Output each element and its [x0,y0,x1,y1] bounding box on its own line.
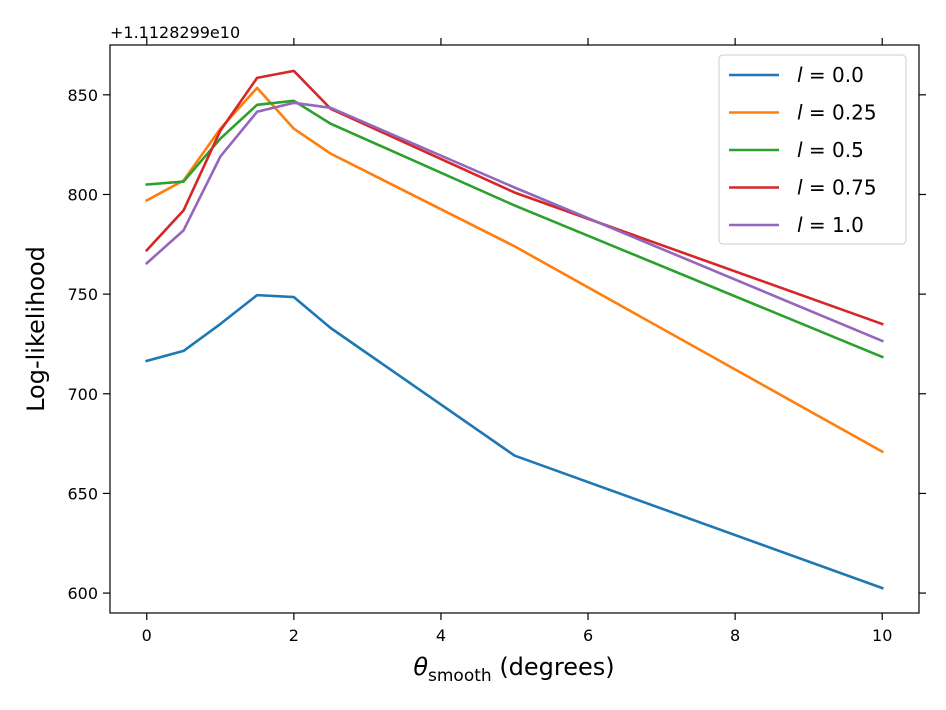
y-tick-label-4: 800 [67,185,98,204]
legend: l = 0.0 l = 0.25 l = 0.5 l = 0.75 l = 1.0 [718,54,907,245]
plot-frame [109,44,920,614]
series-layer [144,69,884,590]
legend-items: l = 0.0 l = 0.25 l = 0.5 l = 0.75 l = 1.0 [729,63,877,237]
legend-label-3: l = 0.75 [797,176,877,200]
y-tick-label-0: 600 [67,584,98,603]
series-line-0 [145,293,884,590]
legend-label-4: l = 1.0 [797,213,864,237]
series-line-2 [145,99,884,359]
y-tick-label-2: 700 [67,385,98,404]
y-tick-label-3: 750 [67,285,98,304]
series-line-3 [144,69,884,326]
legend-label-0: l = 0.0 [797,63,864,87]
y-tick-label-5: 850 [67,86,98,105]
y-axis-label: Log-likelihood [22,246,50,412]
x-tick-label-4: 8 [730,626,740,645]
x-tick-label-2: 4 [436,626,446,645]
x-tick-label-3: 6 [583,626,593,645]
x-axis-label: θsmooth (degrees) [413,653,614,686]
x-tick-label-1: 2 [289,626,299,645]
ticks-layer: 0 2 4 6 8 10 600 650 700 750 800 850 [67,38,926,645]
legend-label-2: l = 0.5 [797,138,864,162]
legend-label-1: l = 0.25 [797,101,877,125]
x-tick-label-0: 0 [142,626,152,645]
x-tick-label-5: 10 [872,626,892,645]
y-tick-label-1: 650 [67,484,98,503]
offset-label: +1.1128299e10 [110,23,240,42]
series-line-4 [144,101,884,343]
legend-box [718,54,907,245]
